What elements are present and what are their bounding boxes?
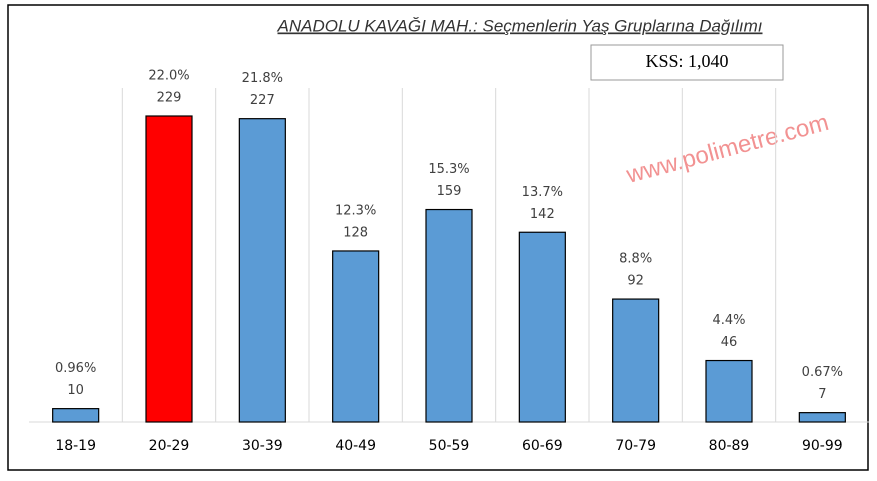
percent-label: 4.4%: [712, 313, 745, 328]
percent-label: 0.67%: [802, 365, 843, 380]
percent-label: 21.8%: [242, 71, 283, 86]
x-tick-label: 70-79: [615, 438, 656, 454]
x-tick-label: 90-99: [802, 438, 843, 454]
bar: [145, 115, 193, 423]
annotation: KSS: 1,040: [645, 51, 728, 71]
x-tick-label: 50-59: [429, 438, 470, 454]
value-label: 229: [157, 91, 182, 106]
bar: [798, 412, 846, 423]
value-label: 142: [530, 207, 555, 222]
percent-label: 22.0%: [148, 69, 189, 84]
x-tick-label: 30-39: [242, 438, 283, 454]
bar: [612, 298, 660, 423]
bar: [332, 250, 380, 423]
x-tick-label: 60-69: [522, 438, 563, 454]
x-tick-label: 18-19: [55, 438, 96, 454]
x-tick-label: 40-49: [335, 438, 376, 454]
percent-label: 0.96%: [55, 361, 96, 376]
value-label: 46: [721, 335, 738, 350]
bar: [518, 231, 566, 423]
value-label: 92: [627, 274, 644, 289]
value-label: 159: [437, 184, 462, 199]
bar: [52, 408, 100, 423]
value-label: 10: [67, 383, 84, 398]
percent-label: 8.8%: [619, 252, 652, 267]
annotation-box: [590, 44, 784, 81]
percent-label: 15.3%: [428, 162, 469, 177]
percent-label: 12.3%: [335, 203, 376, 218]
value-label: 128: [343, 225, 368, 240]
value-label: 227: [250, 93, 275, 108]
bar: [705, 359, 753, 423]
bar: [425, 208, 473, 423]
value-label: 7: [818, 387, 826, 402]
percent-label: 13.7%: [522, 185, 563, 200]
bar: [238, 118, 286, 423]
chart-title: ANADOLU KAVAĞI MAH.: Seçmenlerin Yaş Gru…: [277, 16, 763, 35]
x-tick-label: 80-89: [709, 438, 750, 454]
x-tick-label: 20-29: [149, 438, 190, 454]
